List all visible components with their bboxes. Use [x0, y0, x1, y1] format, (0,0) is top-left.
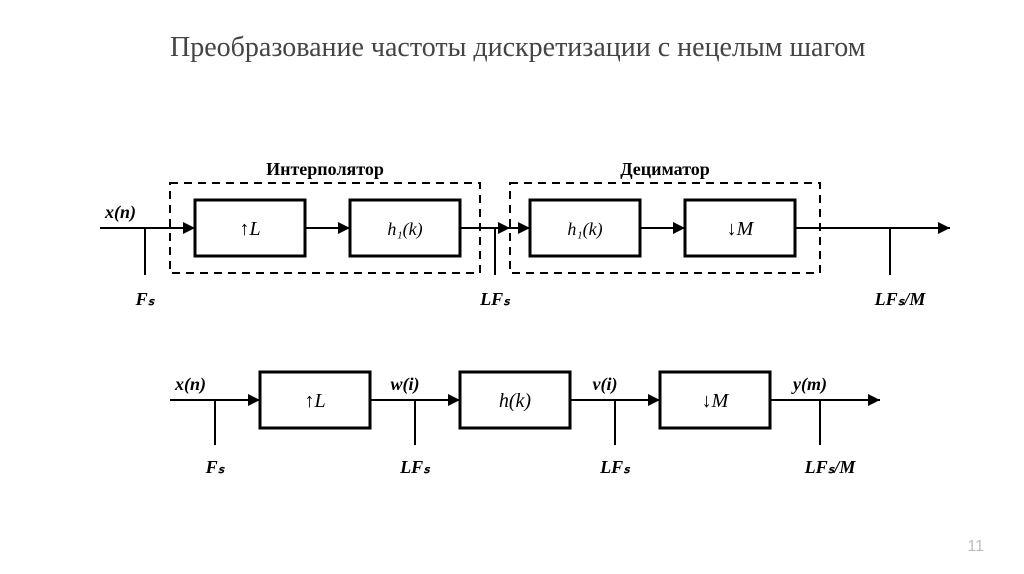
page-title: Преобразование частоты дискретизации с н… — [170, 30, 890, 65]
block2-downM-label: ↓M — [702, 390, 730, 412]
block-h1k-b-label: h₁(k) — [567, 219, 602, 240]
figure1-input-label: x(n) — [104, 202, 136, 223]
sig-ym: y(m) — [791, 374, 827, 395]
figure-1: Интерполятор Дециматор x(n) ↑L h₁(k) h₁(… — [90, 155, 970, 325]
group-label-decimator: Дециматор — [620, 159, 710, 179]
block-upL-label: ↑L — [239, 218, 260, 240]
page-number: 11 — [967, 538, 984, 556]
sig-wi: w(i) — [391, 374, 420, 395]
block-h1k-a-label: h₁(k) — [387, 219, 422, 240]
block-downM-label: ↓M — [727, 218, 755, 240]
tap-LFs: LFₛ — [479, 289, 511, 309]
tap2-Fs: Fₛ — [205, 457, 226, 477]
tap-LFs-M: LFₛ/M — [874, 289, 927, 309]
group-label-interpolator: Интерполятор — [266, 159, 384, 179]
tap-Fs: Fₛ — [135, 289, 156, 309]
figure2-input-label: x(n) — [174, 374, 206, 395]
figure-2: x(n) ↑L h(k) ↓M w(i) v(i) y(m) Fₛ LFₛ LF… — [160, 345, 900, 495]
tap2-LFs-M: LFₛ/M — [804, 457, 857, 477]
sig-vi: v(i) — [593, 374, 618, 395]
block2-upL-label: ↑L — [304, 390, 325, 412]
tap2-LFs-a: LFₛ — [399, 457, 431, 477]
tap2-LFs-b: LFₛ — [599, 457, 631, 477]
block2-hk-label: h(k) — [499, 390, 532, 412]
